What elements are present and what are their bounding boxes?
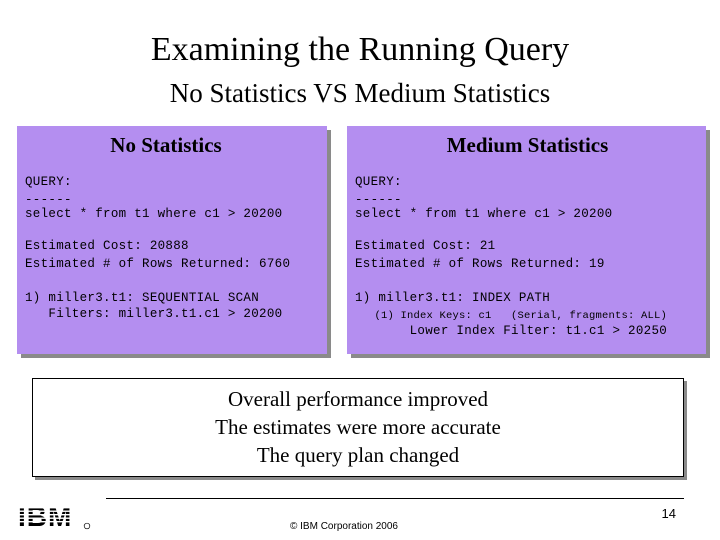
estimated-rows: Estimated # of Rows Returned: 19 [355,257,605,271]
plan-step: 1) miller3.t1: INDEX PATH [355,291,551,305]
summary-line: Overall performance improved [227,387,489,411]
estimated-cost: Estimated Cost: 21 [355,239,496,253]
no-statistics-panel: No Statistics QUERY: ------ select * fro… [17,126,327,354]
slide-subtitle: No Statistics VS Medium Statistics [169,78,551,108]
query-text: select * from t1 where c1 > 20200 [355,207,613,221]
plan-filter: Filters: miller3.t1.c1 > 20200 [25,307,283,321]
panel-heading: Medium Statistics [446,133,609,157]
plan-lower-index-filter: Lower Index Filter: t1.c1 > 20250 [355,324,668,338]
page-number: 14 [661,506,676,521]
query-divider: ------ [355,193,402,207]
slide-title: Examining the Running Query [150,31,570,68]
plan-step: 1) miller3.t1: SEQUENTIAL SCAN [25,291,260,305]
copyright-text: © IBM Corporation 2006 [290,521,398,532]
plan-index-keys: (1) Index Keys: c1 (Serial, fragments: A… [355,310,668,322]
query-divider: ------ [25,193,72,207]
query-label: QUERY: [25,175,72,189]
ibm-logo-text: IBM [18,501,72,532]
summary-box: Overall performance improved The estimat… [32,378,684,477]
estimated-rows: Estimated # of Rows Returned: 6760 [25,257,291,271]
footer-divider [106,498,684,499]
panel-heading: No Statistics [110,133,222,157]
query-label: QUERY: [355,175,402,189]
ibm-logo-icon: IBM [16,501,91,532]
summary-line: The query plan changed [256,443,460,467]
summary-line: The estimates were more accurate [215,415,501,439]
estimated-cost: Estimated Cost: 20888 [25,239,189,253]
medium-statistics-panel: Medium Statistics QUERY: ------ select *… [347,126,706,354]
query-text: select * from t1 where c1 > 20200 [25,207,283,221]
